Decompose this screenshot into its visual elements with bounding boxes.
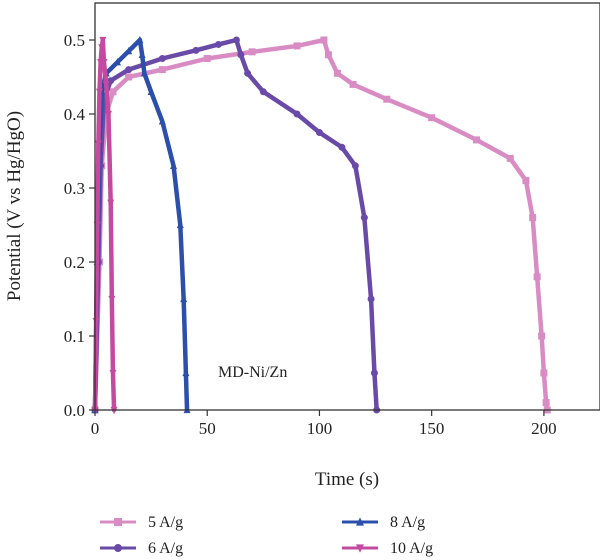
data-point	[320, 36, 328, 44]
y-tick-label: 0.2	[64, 253, 85, 272]
legend-label: 5 A/g	[148, 514, 183, 531]
legend-item: 5 A/g	[100, 514, 183, 531]
data-point	[360, 214, 368, 222]
data-point	[158, 55, 166, 62]
data-point	[98, 44, 106, 52]
legend-marker	[356, 544, 364, 553]
data-point	[180, 294, 188, 303]
x-tick-label: 200	[531, 419, 557, 438]
x-tick-label: 150	[419, 419, 445, 438]
x-axis-title: Time (s)	[315, 469, 379, 490]
data-point	[109, 369, 117, 378]
legend-item: 10 A/g	[342, 540, 433, 557]
series-line	[92, 37, 550, 413]
data-point	[533, 273, 541, 281]
data-point	[522, 177, 530, 185]
data-point	[158, 66, 166, 74]
data-point	[109, 88, 117, 96]
data-point	[529, 214, 537, 222]
legend-marker	[114, 518, 122, 526]
legend-marker	[114, 544, 122, 552]
data-point	[338, 143, 346, 151]
data-point	[107, 199, 115, 207]
x-tick-label: 0	[91, 419, 100, 438]
data-point	[138, 50, 146, 58]
data-point	[94, 140, 102, 148]
data-point	[542, 399, 550, 407]
data-point	[293, 42, 301, 50]
data-point	[136, 35, 144, 44]
y-tick-label: 0.4	[64, 105, 86, 124]
data-point	[158, 117, 166, 125]
data-point	[370, 369, 378, 377]
data-point	[259, 88, 267, 96]
legend: 5 A/g 6 A/g 8 A/g 10 A/g	[100, 514, 433, 557]
data-point	[113, 58, 121, 66]
data-point	[367, 295, 375, 303]
data-point	[324, 51, 332, 59]
data-point	[473, 136, 481, 144]
data-point	[125, 73, 133, 81]
data-point	[192, 46, 200, 54]
y-axis-title: Potential (V vs Hg/HgO)	[4, 111, 25, 301]
data-point	[99, 36, 107, 45]
axes-layer: 0 50 100 150 200 0.0 0.1 0.2 0.3 0.4 0.5	[64, 31, 557, 438]
data-point	[383, 95, 391, 103]
series-layer	[91, 35, 551, 415]
legend-label: 10 A/g	[390, 540, 433, 557]
data-point	[102, 81, 110, 89]
series-circle	[91, 36, 381, 414]
data-point	[125, 46, 133, 55]
data-point	[232, 36, 240, 44]
data-point	[104, 110, 112, 119]
data-point	[333, 69, 341, 77]
series-square	[91, 36, 551, 414]
data-point	[506, 154, 514, 162]
legend-label: 6 A/g	[148, 540, 183, 557]
data-point	[108, 295, 116, 304]
data-point	[95, 88, 103, 96]
plot-frame	[94, 2, 600, 411]
data-point	[244, 69, 252, 77]
chart-annotation: MD-Ni/Zn	[218, 364, 287, 381]
legend-label: 8 A/g	[390, 514, 425, 531]
data-point	[315, 129, 323, 136]
y-tick-label: 0.3	[64, 179, 85, 198]
data-point	[125, 66, 133, 74]
y-tick-label: 0.0	[64, 401, 85, 420]
x-tick-label: 100	[307, 419, 333, 438]
data-point	[182, 368, 190, 377]
y-tick-label: 0.1	[64, 327, 85, 346]
data-point	[176, 220, 184, 229]
data-point	[100, 59, 108, 67]
data-point	[140, 69, 148, 77]
legend-item: 6 A/g	[100, 540, 183, 557]
data-point	[540, 369, 548, 377]
data-point	[170, 161, 178, 169]
data-point	[237, 51, 245, 59]
data-point	[428, 114, 436, 122]
data-point	[538, 332, 546, 340]
x-tick-label: 50	[199, 419, 216, 438]
data-point	[351, 162, 359, 170]
data-point	[349, 80, 357, 88]
data-point	[293, 110, 301, 118]
data-point	[203, 55, 211, 62]
data-point	[214, 40, 222, 48]
y-tick-label: 0.5	[64, 31, 85, 50]
legend-item: 8 A/g	[342, 514, 425, 531]
data-point	[248, 48, 256, 56]
series-line	[92, 37, 379, 413]
legend-marker	[356, 517, 364, 526]
data-point	[147, 87, 155, 95]
